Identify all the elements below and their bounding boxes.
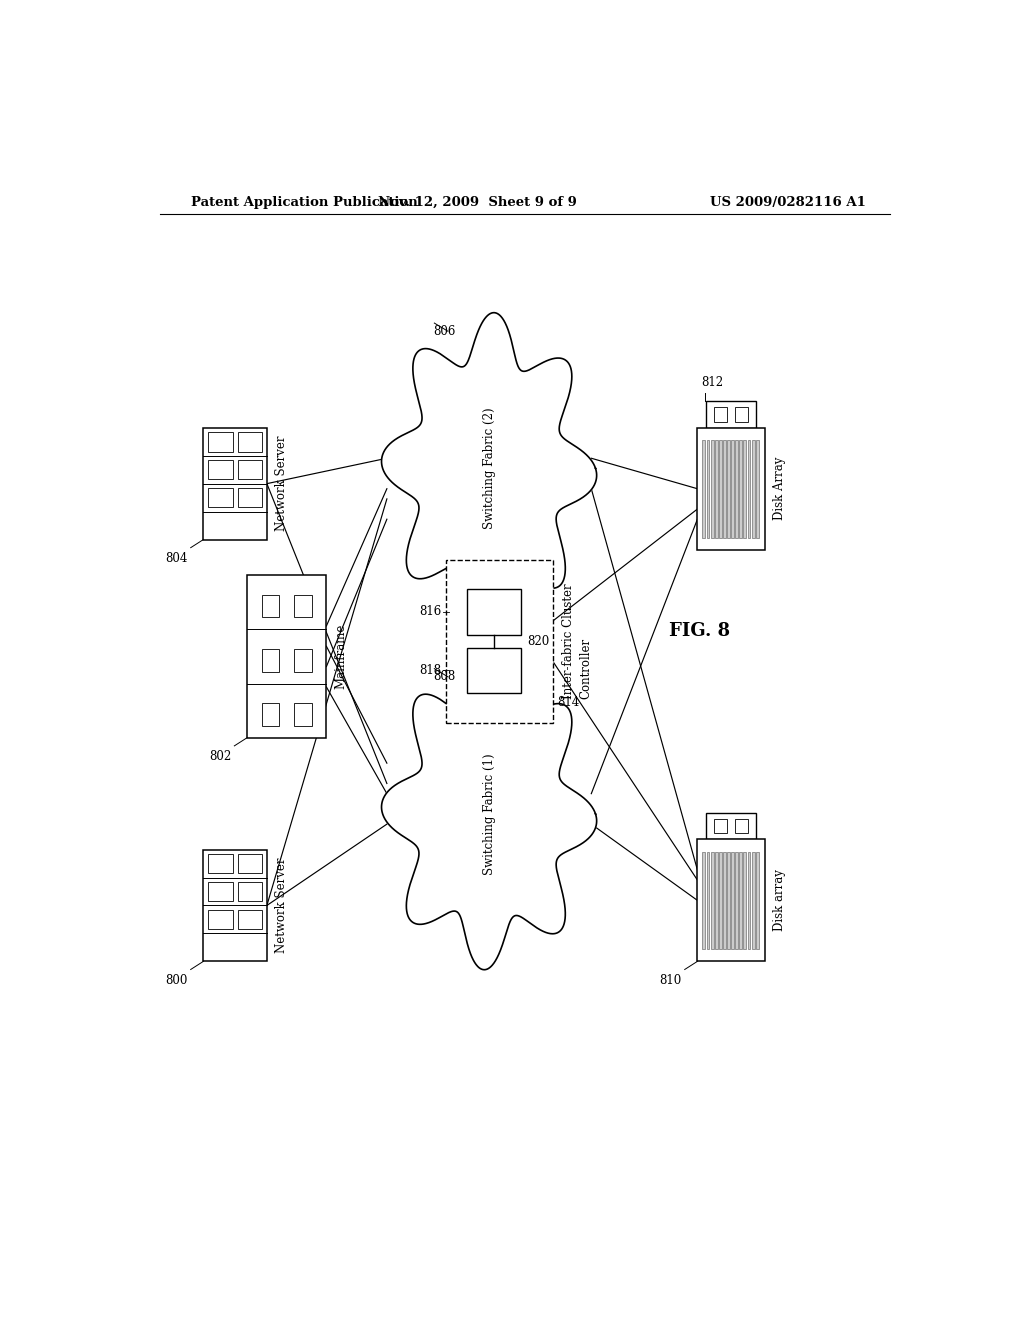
Text: Network Server: Network Server xyxy=(274,858,288,953)
Text: Switching Fabric (1): Switching Fabric (1) xyxy=(482,754,496,875)
Polygon shape xyxy=(382,659,597,970)
Bar xyxy=(262,595,280,618)
Bar xyxy=(735,851,738,949)
Bar xyxy=(204,850,267,961)
Bar xyxy=(238,459,262,479)
Bar xyxy=(727,851,730,949)
Text: Nov. 12, 2009  Sheet 9 of 9: Nov. 12, 2009 Sheet 9 of 9 xyxy=(378,195,577,209)
Bar xyxy=(204,428,267,540)
Bar xyxy=(294,704,311,726)
Text: Switching Fabric (2): Switching Fabric (2) xyxy=(482,408,496,529)
Text: Disk Array: Disk Array xyxy=(773,457,785,520)
Text: Network Server: Network Server xyxy=(274,436,288,532)
Bar xyxy=(238,854,262,874)
Bar xyxy=(702,851,706,949)
Bar xyxy=(735,440,738,537)
Bar xyxy=(723,851,726,949)
Bar xyxy=(727,440,730,537)
Bar xyxy=(706,401,757,428)
Text: US 2009/0282116 A1: US 2009/0282116 A1 xyxy=(711,195,866,209)
Bar xyxy=(735,818,748,833)
Bar xyxy=(702,440,706,537)
Text: 808: 808 xyxy=(433,671,456,684)
Text: 814: 814 xyxy=(557,697,580,709)
Text: Patent Application Publication: Patent Application Publication xyxy=(191,195,418,209)
Bar xyxy=(735,407,748,421)
Text: 810: 810 xyxy=(659,974,682,986)
Bar xyxy=(445,560,553,722)
Bar xyxy=(697,840,765,961)
Bar xyxy=(752,851,755,949)
Bar xyxy=(238,488,262,507)
Text: FIG. 8: FIG. 8 xyxy=(669,622,730,640)
Bar xyxy=(711,440,714,537)
Bar xyxy=(715,440,718,537)
Text: 804: 804 xyxy=(165,552,187,565)
Bar xyxy=(731,851,734,949)
Polygon shape xyxy=(382,313,597,624)
Bar xyxy=(743,440,746,537)
Bar xyxy=(752,440,755,537)
Bar xyxy=(748,851,751,949)
Bar xyxy=(748,440,751,537)
Bar xyxy=(294,649,311,672)
Text: 820: 820 xyxy=(527,635,550,648)
Bar xyxy=(756,851,759,949)
Bar xyxy=(715,851,718,949)
Bar xyxy=(294,595,311,618)
Bar xyxy=(209,882,232,902)
Bar xyxy=(739,851,742,949)
Bar xyxy=(238,882,262,902)
Bar xyxy=(715,407,727,421)
Bar xyxy=(209,432,232,451)
Bar xyxy=(743,851,746,949)
Bar xyxy=(719,440,722,537)
Bar xyxy=(697,428,765,549)
Bar xyxy=(209,488,232,507)
Text: 800: 800 xyxy=(165,974,187,986)
Text: Mainframe: Mainframe xyxy=(334,624,347,689)
Bar xyxy=(209,459,232,479)
Text: 802: 802 xyxy=(209,750,231,763)
Text: 816: 816 xyxy=(420,606,442,618)
Text: Inter-fabric Cluster
Controller: Inter-fabric Cluster Controller xyxy=(562,583,593,700)
Text: 812: 812 xyxy=(701,376,724,388)
Bar xyxy=(707,851,710,949)
Bar xyxy=(247,576,327,738)
Bar xyxy=(731,440,734,537)
Bar xyxy=(209,909,232,929)
Bar xyxy=(756,440,759,537)
Bar xyxy=(238,432,262,451)
Bar xyxy=(467,648,521,693)
Bar xyxy=(262,704,280,726)
Bar xyxy=(262,649,280,672)
Bar xyxy=(719,851,722,949)
Bar xyxy=(209,854,232,874)
Bar xyxy=(715,818,727,833)
Bar xyxy=(739,440,742,537)
Text: 818: 818 xyxy=(420,664,442,677)
Bar xyxy=(723,440,726,537)
Bar xyxy=(238,909,262,929)
Bar xyxy=(707,440,710,537)
Bar xyxy=(706,813,757,840)
Text: 806: 806 xyxy=(433,325,456,338)
Bar xyxy=(467,589,521,635)
Bar xyxy=(711,851,714,949)
Text: Disk array: Disk array xyxy=(773,870,785,932)
